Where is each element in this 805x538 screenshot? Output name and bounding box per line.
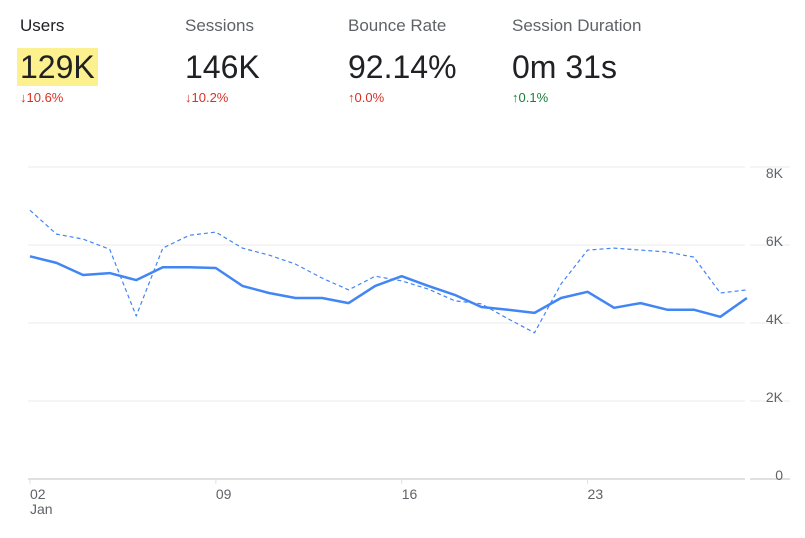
delta-value: 10.6% — [26, 90, 64, 105]
x-tick-label: 23 — [588, 486, 604, 502]
y-tick-label: 4K — [766, 311, 784, 327]
arrow-up-icon: ↑ — [512, 90, 519, 105]
metric-delta: ↑0.1% — [512, 90, 641, 105]
metric-tab-users[interactable]: Users 129K ↓10.6% — [17, 16, 98, 105]
arrow-up-icon: ↑ — [348, 90, 355, 105]
x-tick-label: 09 — [216, 486, 232, 502]
delta-value: 0.1% — [518, 90, 549, 105]
series-line-dashed — [29, 209, 747, 334]
metric-tab-sessions[interactable]: Sessions 146K ↓10.2% — [185, 16, 263, 105]
y-tick-label: 2K — [766, 389, 784, 405]
metric-label: Bounce Rate — [348, 16, 447, 35]
delta-value: 10.2% — [191, 90, 229, 105]
y-tick-label: 6K — [766, 233, 784, 249]
metric-delta: ↓10.6% — [20, 90, 98, 105]
x-tick-sublabel: Jan — [30, 501, 53, 517]
series-line-solid — [29, 255, 748, 319]
metric-delta: ↓10.2% — [185, 90, 263, 105]
metric-label: Users — [20, 16, 65, 35]
metric-value: 92.14% — [348, 49, 457, 85]
x-tick-label: 16 — [402, 486, 418, 502]
arrow-down-icon: ↓ — [20, 90, 27, 105]
metric-label: Sessions — [185, 16, 254, 35]
metric-value: 129K — [17, 48, 98, 86]
metric-value: 146K — [185, 49, 260, 85]
metric-label: Session Duration — [512, 16, 642, 35]
metric-tab-bounce-rate[interactable]: Bounce Rate 92.14% ↑0.0% — [348, 16, 460, 105]
metric-tab-session-duration[interactable]: Session Duration 0m 31s ↑0.1% — [512, 16, 641, 105]
delta-value: 0.0% — [354, 90, 385, 105]
metric-delta: ↑0.0% — [348, 90, 460, 105]
x-tick-label: 02 — [30, 486, 46, 502]
arrow-down-icon: ↓ — [185, 90, 192, 105]
y-tick-label: 8K — [766, 165, 784, 181]
metric-value: 0m 31s — [512, 49, 617, 85]
y-tick-label: 0 — [775, 467, 783, 483]
